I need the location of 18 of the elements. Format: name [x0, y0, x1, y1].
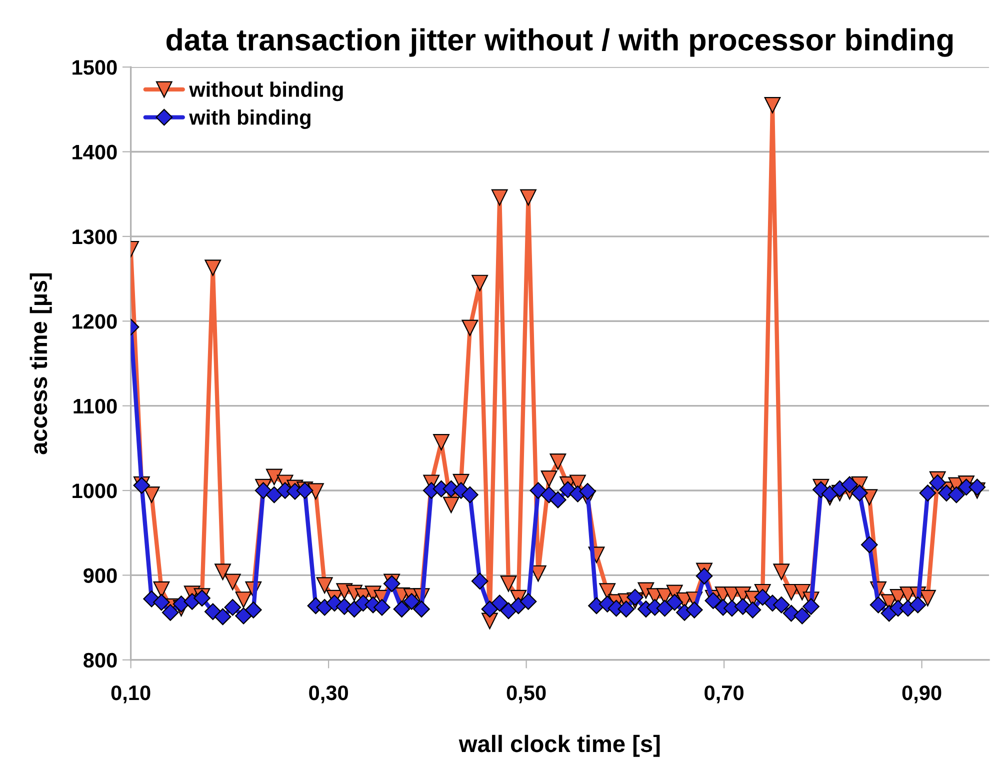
y-tick-label: 800: [84, 652, 117, 668]
y-tick-label: 1500: [72, 60, 117, 75]
y-tick-label: 1000: [72, 484, 117, 498]
legend-label: without binding: [189, 82, 343, 102]
legend-label: with binding: [189, 109, 310, 129]
y-tick-label: 1300: [72, 229, 117, 244]
y-tick-label: 1400: [72, 144, 117, 160]
x-tick-label: 0,30: [309, 685, 348, 704]
x-tick-label: 0,70: [704, 685, 744, 704]
y-tick-label: 1200: [72, 314, 117, 329]
y-tick-label: 1100: [74, 398, 117, 414]
x-tick-label: 0,50: [506, 685, 546, 704]
chart-title: data transaction jitter without / with processor binding: [166, 28, 953, 57]
x-tick-label: 0,10: [111, 685, 150, 704]
y-tick-label: 900: [84, 568, 117, 583]
x-tick-label: 0,90: [902, 685, 942, 704]
y-axis-title: access time [µs]: [30, 273, 52, 454]
x-axis-title: wall clock time [s]: [458, 734, 660, 757]
